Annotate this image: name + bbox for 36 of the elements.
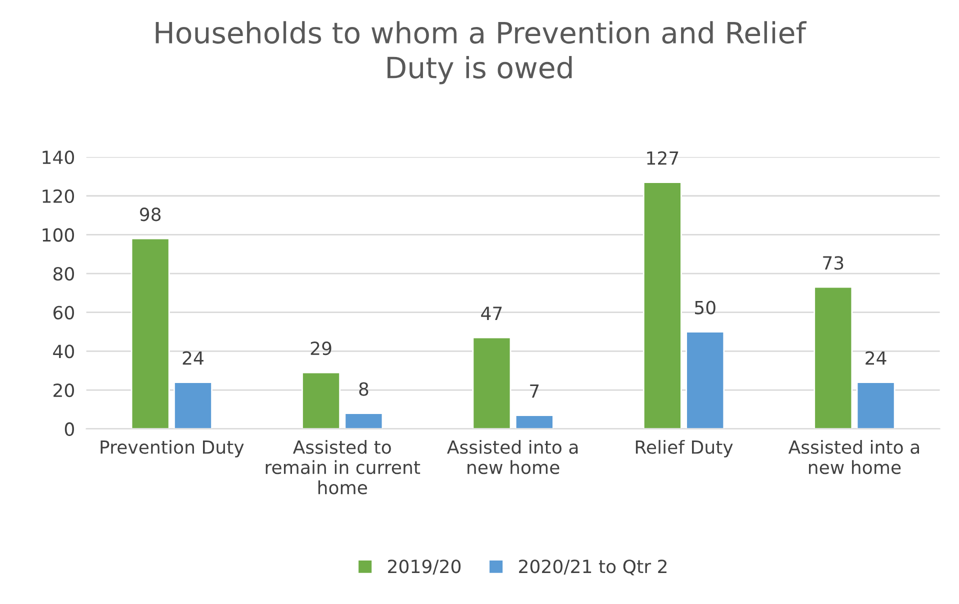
bar [686, 331, 725, 429]
data-label: 24 [182, 351, 204, 365]
y-tick-label: 40 [53, 344, 74, 358]
bar [642, 182, 682, 429]
data-label: 7 [530, 384, 539, 398]
y-tick-label: 80 [53, 266, 74, 281]
x-tick-label: Relief Duty [636, 440, 733, 458]
legend-label: 2020/21 to Qtr 2 [519, 560, 666, 576]
data-label: 127 [647, 151, 678, 165]
y-tick-label: 20 [54, 383, 74, 398]
data-label: 29 [310, 341, 332, 356]
bar [814, 286, 853, 429]
bar [514, 414, 554, 429]
y-tick-label: 0 [64, 422, 74, 436]
x-tick-label: Assisted to remain in current home [266, 440, 420, 494]
data-label: 50 [695, 300, 716, 314]
legend-label: 2019/20 [388, 560, 461, 575]
data-label: 73 [823, 256, 844, 270]
y-tick-label: 140 [42, 150, 74, 164]
y-tick-label: 120 [42, 189, 74, 203]
x-tick-label: Assisted into a new home [447, 440, 578, 474]
data-label: 47 [481, 306, 502, 320]
bar [344, 412, 384, 429]
data-label: 24 [866, 351, 886, 365]
data-label: 8 [359, 382, 368, 396]
x-tick-label: Assisted into a new home [788, 440, 920, 474]
bar [856, 382, 896, 429]
bar [302, 372, 340, 429]
y-tick-label: 60 [53, 306, 74, 320]
y-tick-label: 100 [42, 228, 74, 242]
bar [472, 336, 512, 429]
x-tick-label: Prevention Duty [100, 440, 244, 458]
bar [130, 238, 170, 429]
chart-title: Households to whom a Prevention and Relief Duty is owed [156, 21, 807, 84]
data-label: 98 [140, 208, 161, 222]
bar [174, 382, 212, 429]
